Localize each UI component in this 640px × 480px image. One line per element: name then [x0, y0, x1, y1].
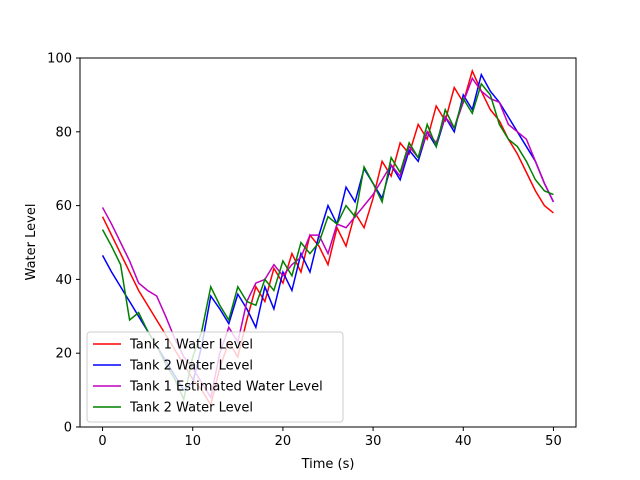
x-axis-label: Time (s) — [301, 457, 355, 472]
y-tick-label: 0 — [64, 421, 72, 436]
x-tick-label: 20 — [275, 434, 292, 449]
x-tick-label: 30 — [365, 434, 382, 449]
legend-label: Tank 1 Water Level — [129, 338, 253, 353]
y-tick-label: 60 — [55, 199, 72, 214]
x-axis: 0 10 20 30 40 50 — [98, 427, 562, 449]
legend-label: Tank 2 Water Level — [129, 359, 253, 374]
legend-label: Tank 2 Water Level — [129, 401, 253, 416]
y-tick-label: 100 — [47, 52, 72, 67]
x-tick-label: 40 — [455, 434, 472, 449]
x-tick-label: 10 — [184, 434, 201, 449]
legend-label: Tank 1 Estimated Water Level — [129, 380, 323, 395]
plot-frame — [79, 57, 577, 428]
y-tick-label: 40 — [55, 273, 72, 288]
y-axis: 0 20 40 60 80 100 — [47, 52, 80, 436]
y-tick-label: 80 — [55, 125, 72, 140]
x-tick-label: 0 — [98, 434, 106, 449]
legend: Tank 1 Water Level Tank 2 Water Level Tank… — [86, 331, 344, 423]
legend-box — [86, 331, 344, 423]
y-tick-label: 20 — [55, 347, 72, 362]
y-axis-label: Water Level — [24, 204, 39, 281]
x-tick-label: 50 — [545, 434, 562, 449]
